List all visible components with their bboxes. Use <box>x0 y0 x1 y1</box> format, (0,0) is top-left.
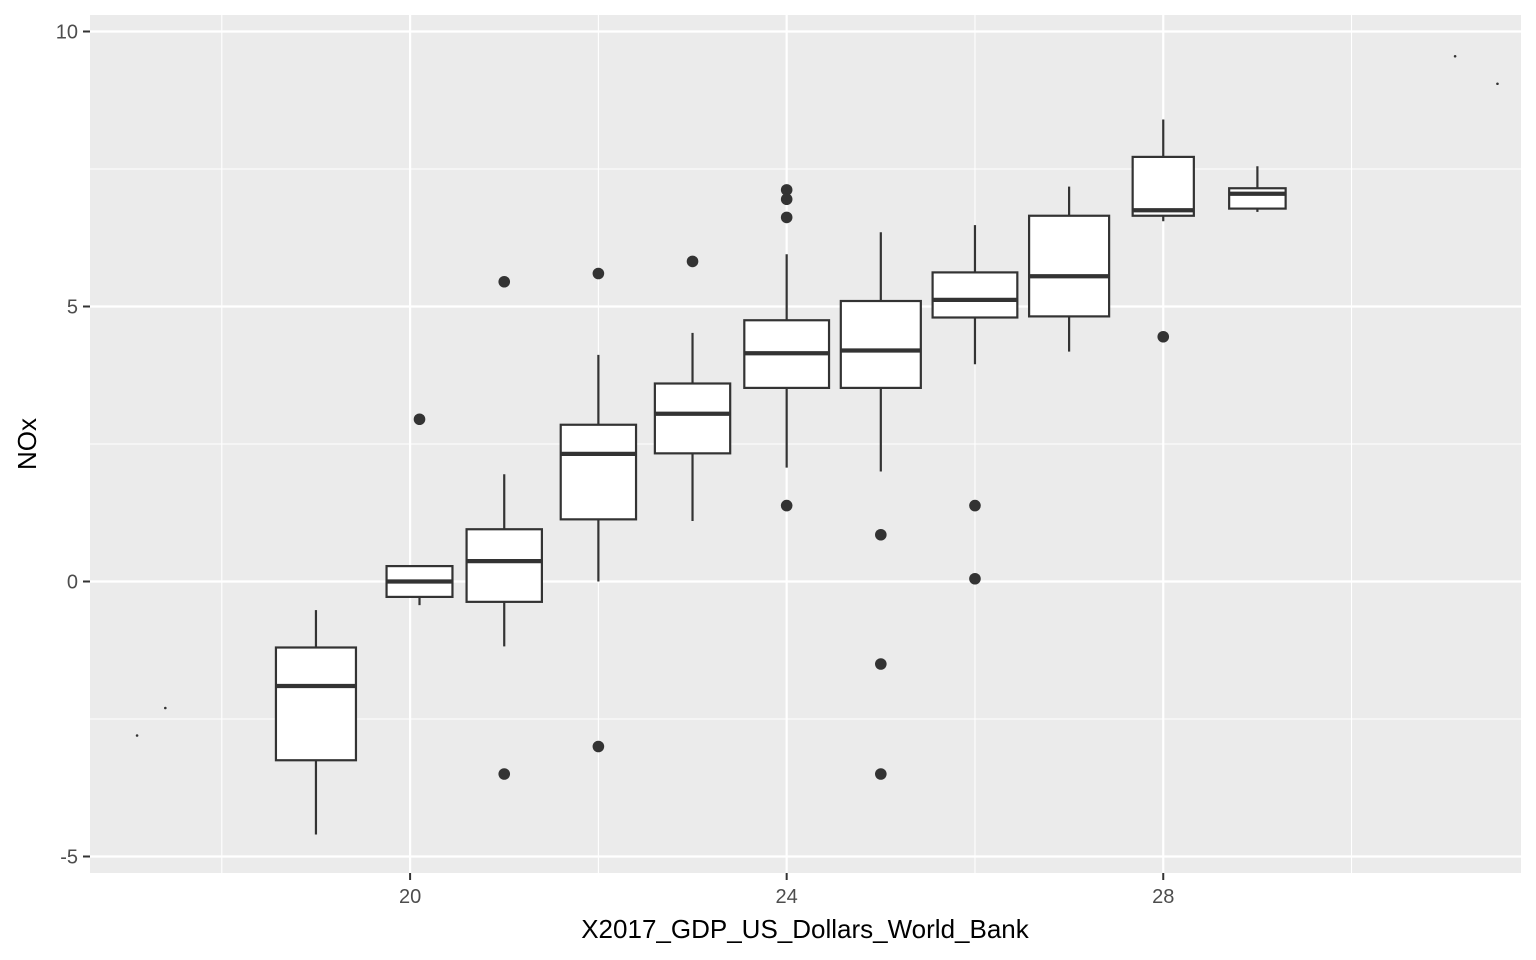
outlier-point <box>1157 330 1170 343</box>
outlier-point <box>592 267 605 280</box>
axes-layer: 20 24 28 -5 0 5 10 <box>56 22 1175 909</box>
outlier-point <box>686 255 699 268</box>
box-group <box>653 332 732 521</box>
major-gridlines <box>90 15 1521 873</box>
outlier-point <box>969 499 981 512</box>
box-iqr <box>559 423 638 521</box>
outlier-point <box>780 193 793 206</box>
outlier-point <box>498 768 511 780</box>
single-point <box>1496 82 1499 86</box>
box-group <box>1228 166 1287 212</box>
box-group <box>1027 186 1111 352</box>
box-iqr <box>274 646 358 762</box>
box-group <box>465 474 543 647</box>
outlier-point <box>413 413 426 426</box>
y-tick-label: 5 <box>67 297 78 319</box>
box-group <box>931 225 1019 365</box>
box-group <box>743 254 831 468</box>
box-group <box>385 564 454 606</box>
box-iqr <box>653 382 732 455</box>
outlier-point <box>875 528 887 541</box>
box-group <box>559 354 638 582</box>
box-iqr <box>1131 155 1195 217</box>
outlier-point <box>780 184 793 196</box>
single-point <box>135 734 139 737</box>
single-point <box>1453 54 1457 58</box>
outlier-point <box>875 658 887 670</box>
x-axis-title: X2017_GDP_US_Dollars_World_Bank <box>581 914 1030 944</box>
y-tick-label: 10 <box>56 22 78 44</box>
outlier-point <box>592 740 605 753</box>
box-iqr <box>1228 187 1287 210</box>
outlier-point <box>969 572 981 585</box>
box-iqr <box>1027 214 1111 318</box>
box-iqr <box>839 299 922 390</box>
y-tick-label: -5 <box>60 847 78 869</box>
y-axis-title: NOx <box>12 418 42 470</box>
y-tick-label: 0 <box>67 572 78 594</box>
box-group <box>1131 119 1195 222</box>
points-layer <box>135 54 1499 780</box>
x-tick-label: 24 <box>776 886 798 908</box>
x-tick-label: 28 <box>1152 886 1174 908</box>
outlier-point <box>875 768 887 780</box>
outlier-point <box>780 499 793 512</box>
box-iqr <box>931 271 1019 319</box>
box-group <box>274 610 358 835</box>
box-iqr <box>465 528 543 603</box>
single-point <box>164 706 167 710</box>
outlier-point <box>780 211 793 224</box>
outlier-point <box>498 275 511 288</box>
boxes-layer <box>274 119 1287 835</box>
x-tick-label: 20 <box>399 886 421 908</box>
box-group <box>839 232 922 472</box>
